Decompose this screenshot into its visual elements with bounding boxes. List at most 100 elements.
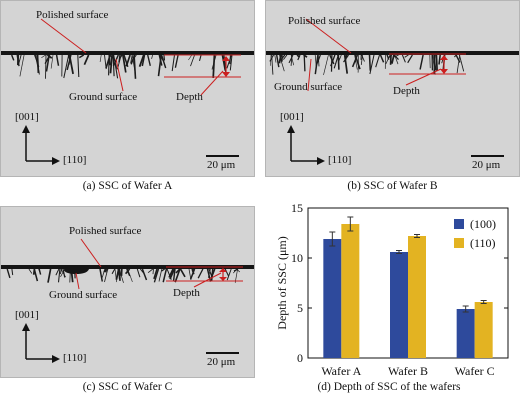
depth-pointer xyxy=(194,273,221,287)
micrograph-panel-a: Polished surface Ground surface Depth [0… xyxy=(0,0,255,177)
crack-mark xyxy=(84,55,88,65)
crack-mark xyxy=(56,269,59,275)
crack-mark xyxy=(78,55,79,77)
depth-pointer xyxy=(406,69,441,85)
axis-up-label: [001] xyxy=(280,111,304,123)
crack-mark xyxy=(370,55,371,71)
crack-mark xyxy=(116,269,118,280)
crack-mark xyxy=(181,269,186,277)
crack-mark xyxy=(159,269,162,282)
crack-mark xyxy=(402,55,405,62)
axis-right-arrowhead xyxy=(317,157,325,165)
crack-mark xyxy=(41,55,45,58)
legend-swatch-0 xyxy=(454,219,464,229)
surface-pit xyxy=(64,266,88,274)
bar-110-0 xyxy=(341,224,359,358)
panel-a-caption: (a) SSC of Wafer A xyxy=(0,180,255,192)
crack-mark xyxy=(405,55,409,57)
x-tick-label: Wafer B xyxy=(388,364,428,378)
crack-mark xyxy=(148,55,151,66)
axis-up-label: [001] xyxy=(15,309,39,321)
crack-mark xyxy=(175,55,178,68)
crack-mark xyxy=(46,55,47,79)
crack-mark xyxy=(439,55,440,65)
y-tick-label: 15 xyxy=(291,201,303,215)
scalebar-label: 20 μm xyxy=(207,159,235,171)
axis-up-arrowhead xyxy=(287,125,295,133)
ground-pointer xyxy=(76,273,79,289)
y-tick-label: 5 xyxy=(297,301,303,315)
polished-surface-label: Polished surface xyxy=(36,9,108,21)
crack-mark xyxy=(408,55,413,63)
crack-mark xyxy=(272,55,273,75)
axis-up-arrowhead xyxy=(22,125,30,133)
crack-mark xyxy=(137,269,140,277)
x-tick-label: Wafer A xyxy=(321,364,361,378)
crack-mark xyxy=(277,55,279,67)
crack-mark xyxy=(459,55,463,71)
crack-mark xyxy=(436,55,437,71)
axis-right-arrowhead xyxy=(52,157,60,165)
ground-surface-label: Ground surface xyxy=(49,289,117,301)
crack-mark xyxy=(111,55,113,73)
crack-mark xyxy=(128,269,133,282)
axis-right-label: [110] xyxy=(63,154,86,166)
crack-mark xyxy=(213,55,214,78)
crack-layer xyxy=(12,55,232,79)
crack-mark xyxy=(381,55,384,62)
crack-mark xyxy=(102,269,105,278)
y-tick-label: 10 xyxy=(291,251,303,265)
micrograph-panel-c: Polished surface Ground surface Depth [0… xyxy=(0,206,255,378)
crack-mark xyxy=(29,269,32,274)
crack-mark xyxy=(225,269,228,276)
crack-mark xyxy=(38,55,39,73)
axis-right-arrowhead xyxy=(52,355,60,363)
panel-c-caption: (c) SSC of Wafer C xyxy=(0,381,255,393)
crack-mark xyxy=(191,55,195,66)
crack-mark xyxy=(7,269,10,278)
legend-swatch-1 xyxy=(454,238,464,248)
crack-mark xyxy=(148,269,153,273)
crack-mark xyxy=(376,55,380,67)
legend-label-1: (110) xyxy=(470,236,496,250)
micrograph-panel-b: Polished surface Ground surface Depth [0… xyxy=(265,0,520,177)
crack-mark xyxy=(233,269,237,273)
crack-mark xyxy=(200,55,202,61)
crack-mark xyxy=(59,269,60,282)
chart-bars xyxy=(323,217,492,358)
crack-mark xyxy=(164,55,165,61)
crack-mark xyxy=(198,269,203,278)
crack-mark xyxy=(119,269,120,281)
crack-mark xyxy=(12,55,14,60)
depth-label: Depth xyxy=(176,91,203,103)
crack-mark xyxy=(420,55,423,70)
crack-mark xyxy=(142,269,146,280)
depth-arrow-head-up xyxy=(440,55,448,60)
axis-up-arrowhead xyxy=(22,323,30,331)
crack-mark xyxy=(48,269,51,283)
crack-mark xyxy=(105,55,107,69)
bar-110-2 xyxy=(475,302,493,358)
bar-100-2 xyxy=(457,309,475,358)
crack-mark xyxy=(100,55,101,62)
crack-mark xyxy=(57,55,59,66)
crack-mark xyxy=(304,55,305,71)
scalebar-label: 20 μm xyxy=(207,356,235,368)
crack-mark xyxy=(153,269,154,274)
crack-mark xyxy=(134,55,135,79)
polished-surface-line xyxy=(1,51,254,55)
polished-surface-label: Polished surface xyxy=(288,15,360,27)
bar-100-0 xyxy=(323,239,341,358)
crack-mark xyxy=(275,55,276,63)
scalebar-label: 20 μm xyxy=(472,159,500,171)
ground-surface-label: Ground surface xyxy=(274,81,342,93)
depth-label: Depth xyxy=(393,85,420,97)
bar-110-1 xyxy=(408,236,426,358)
crack-mark xyxy=(112,269,115,274)
depth-pointer xyxy=(201,71,223,95)
axis-right-label: [110] xyxy=(63,352,86,364)
bar-100-1 xyxy=(390,252,408,358)
crack-mark xyxy=(79,55,83,58)
crack-mark xyxy=(454,55,456,57)
